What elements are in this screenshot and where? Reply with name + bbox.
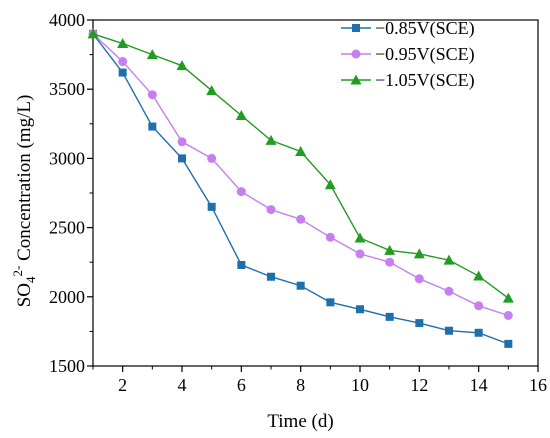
- data-point: [176, 60, 188, 71]
- data-point: [503, 310, 513, 320]
- data-point: [146, 49, 158, 60]
- x-tick-label: 16: [529, 375, 547, 395]
- data-point: [413, 248, 425, 259]
- data-point: [414, 274, 424, 284]
- data-point: [147, 90, 157, 100]
- y-axis-title: SO42- Concentration (mg/L): [10, 95, 38, 308]
- data-point: [118, 57, 128, 67]
- data-point: [296, 214, 306, 224]
- data-point: [474, 301, 484, 311]
- data-point: [385, 257, 395, 267]
- legend-label: −0.95V(SCE): [375, 44, 475, 65]
- data-point: [354, 232, 366, 243]
- data-point: [443, 254, 455, 265]
- data-point: [355, 249, 365, 259]
- y-tick-label: 3000: [49, 148, 85, 168]
- data-point: [445, 326, 453, 335]
- x-axis-title: Time (d): [267, 411, 333, 432]
- data-point: [384, 244, 396, 255]
- data-point: [237, 260, 246, 269]
- data-point: [473, 270, 485, 281]
- data-point: [87, 28, 99, 39]
- x-tick-label: 12: [410, 375, 428, 395]
- y-tick-label: 2000: [49, 287, 85, 307]
- data-point: [296, 281, 305, 290]
- legend-marker: [350, 74, 362, 85]
- legend: −0.85V(SCE) −0.95V(SCE) −1.05V(SCE): [341, 18, 475, 91]
- series-2: [88, 29, 513, 320]
- data-point: [267, 272, 275, 281]
- y-tick-label: 4000: [49, 10, 85, 30]
- data-point: [385, 312, 394, 321]
- data-point: [117, 38, 129, 49]
- data-point: [502, 292, 514, 303]
- x-tick-label: 2: [118, 375, 127, 395]
- data-point: [265, 134, 277, 145]
- data-point: [207, 153, 217, 163]
- legend-label: −1.05V(SCE): [375, 70, 475, 91]
- data-point: [177, 137, 187, 147]
- data-point: [206, 85, 218, 96]
- x-tick-label: 4: [178, 375, 187, 395]
- data-point: [504, 339, 513, 348]
- legend-label: −0.85V(SCE): [375, 18, 475, 39]
- x-tick-label: 14: [470, 375, 488, 395]
- data-point: [207, 202, 216, 211]
- data-point: [235, 109, 247, 120]
- data-point: [325, 232, 335, 242]
- data-point: [415, 319, 424, 328]
- y-tick-label: 1500: [49, 356, 85, 376]
- x-tick-label: 8: [296, 375, 305, 395]
- data-point: [324, 179, 336, 190]
- legend-marker: [352, 24, 360, 32]
- data-point: [295, 145, 307, 156]
- data-point: [356, 305, 364, 314]
- data-point: [444, 286, 454, 296]
- y-tick-label: 3500: [49, 79, 85, 99]
- y-tick-label: 2500: [49, 218, 85, 238]
- x-tick-label: 6: [237, 375, 246, 395]
- data-point: [266, 205, 276, 215]
- data-point: [178, 154, 186, 163]
- series-3: [87, 28, 514, 303]
- data-point: [326, 298, 335, 307]
- legend-marker: [351, 49, 361, 59]
- data-point: [236, 187, 246, 197]
- data-point: [148, 122, 157, 131]
- data-point: [474, 328, 483, 337]
- x-tick-label: 10: [351, 375, 369, 395]
- data-point: [118, 68, 127, 77]
